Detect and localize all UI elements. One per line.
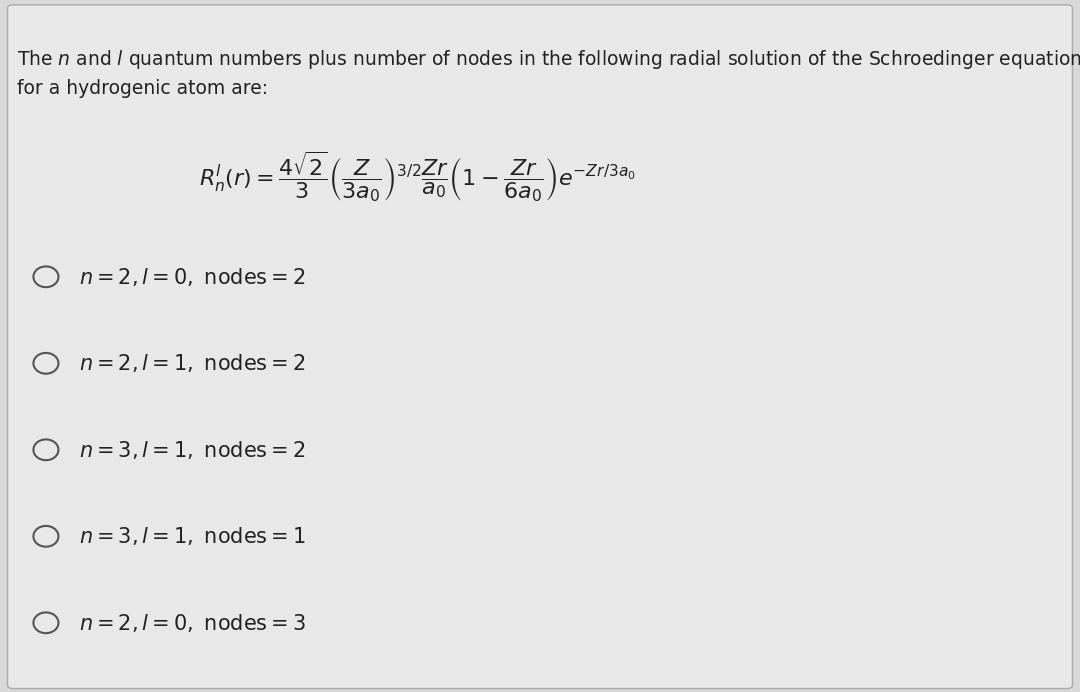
Text: $n = 2, l = 1, \text{ nodes} = 2$: $n = 2, l = 1, \text{ nodes} = 2$ <box>79 352 306 374</box>
Text: The $n$ and $l$ quantum numbers plus number of nodes in the following radial sol: The $n$ and $l$ quantum numbers plus num… <box>16 48 1080 98</box>
Circle shape <box>33 612 58 633</box>
Circle shape <box>33 439 58 460</box>
Text: $n = 3, l = 1, \text{ nodes} = 1$: $n = 3, l = 1, \text{ nodes} = 1$ <box>79 525 307 547</box>
Circle shape <box>33 526 58 547</box>
Text: $n = 2, l = 0, \text{ nodes} = 3$: $n = 2, l = 0, \text{ nodes} = 3$ <box>79 612 307 634</box>
Circle shape <box>33 353 58 374</box>
Text: $n = 2, l = 0, \text{ nodes} = 2$: $n = 2, l = 0, \text{ nodes} = 2$ <box>79 266 306 288</box>
Text: $R^l_n(r) = \dfrac{4\sqrt{2}}{3}\left(\dfrac{Z}{3a_0}\right)^{3/2}\dfrac{Zr}{a_0: $R^l_n(r) = \dfrac{4\sqrt{2}}{3}\left(\d… <box>199 149 636 204</box>
Circle shape <box>33 266 58 287</box>
Text: $n = 3, l = 1, \text{ nodes} = 2$: $n = 3, l = 1, \text{ nodes} = 2$ <box>79 439 306 461</box>
